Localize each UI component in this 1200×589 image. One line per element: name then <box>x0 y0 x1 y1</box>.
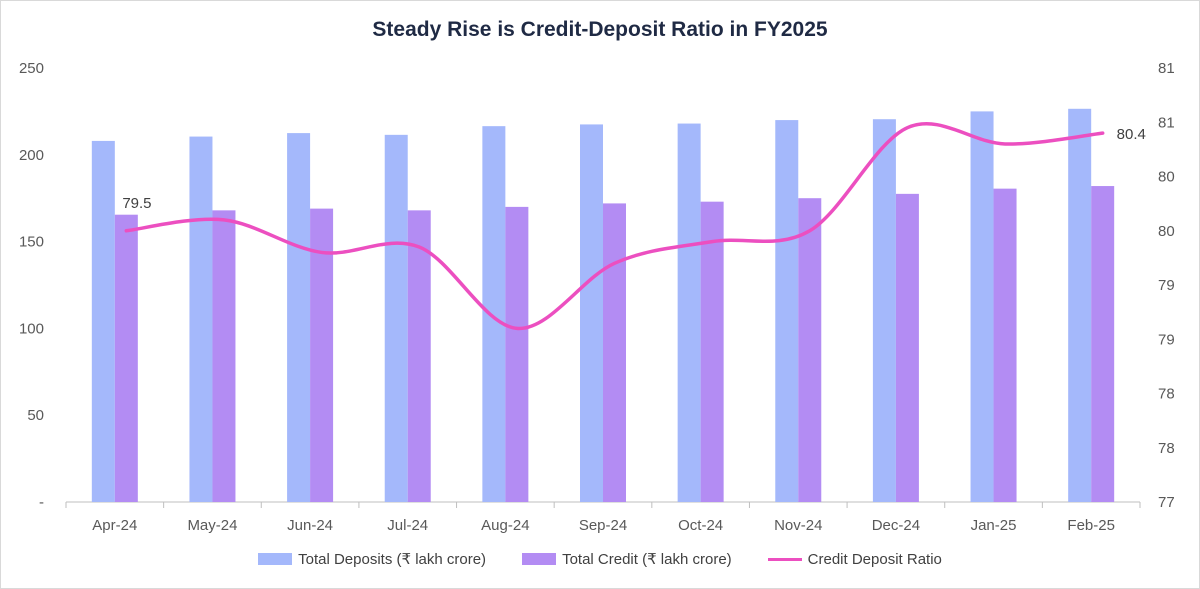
bar-total-credit <box>114 214 138 502</box>
y-left-tick-label: 200 <box>19 147 44 164</box>
y-left-tick-label: 100 <box>19 320 44 337</box>
bar-total-deposits <box>970 111 994 503</box>
y-right-tick-label: 80 <box>1158 223 1175 240</box>
legend-label-credit: Total Credit (₹ lakh crore) <box>562 551 732 568</box>
y-right-tick-label: 78 <box>1158 386 1175 403</box>
x-tick-label: Jul-24 <box>387 517 428 534</box>
bar-total-credit <box>407 210 431 503</box>
y-right-tick-label: 80 <box>1158 169 1175 186</box>
chart-title: Steady Rise is Credit-Deposit Ratio in F… <box>372 18 828 41</box>
y-right-tick-label: 79 <box>1158 277 1175 294</box>
x-tick-label: Dec-24 <box>872 517 920 534</box>
x-tick-label: Apr-24 <box>92 517 137 534</box>
bar-total-deposits <box>482 126 506 502</box>
x-tick-label: Sep-24 <box>579 517 627 534</box>
bar-total-credit <box>895 193 919 503</box>
legend-item-cd-ratio: Credit Deposit Ratio <box>767 550 942 568</box>
y-left-tick-label: 50 <box>27 407 44 424</box>
bar-total-deposits <box>775 120 799 502</box>
bar-total-credit <box>700 201 724 502</box>
legend-label-cd-ratio: Credit Deposit Ratio <box>807 550 942 568</box>
bar-total-credit <box>1091 186 1115 502</box>
y-right-tick-label: 77 <box>1158 494 1175 511</box>
x-tick-label: May-24 <box>187 517 237 534</box>
y-left-tick-label: - <box>39 494 44 511</box>
bar-total-credit <box>603 203 626 502</box>
y-right-tick-label: 81 <box>1158 114 1175 131</box>
x-tick-label: Jan-25 <box>971 517 1017 534</box>
bar-total-deposits <box>189 136 213 502</box>
bar-total-credit <box>798 198 822 502</box>
bar-total-deposits <box>872 119 896 502</box>
chart-legend: Total Deposits (₹ lakh crore) Total Cred… <box>0 550 1200 568</box>
bar-total-deposits <box>677 123 701 502</box>
legend-item-credit: Total Credit (₹ lakh crore) <box>522 550 732 568</box>
bar-total-deposits <box>91 140 115 503</box>
x-tick-label: Aug-24 <box>481 517 529 534</box>
legend-item-deposits: Total Deposits (₹ lakh crore) <box>258 550 486 568</box>
legend-swatch-credit <box>522 553 557 565</box>
legend-swatch-cd-ratio <box>767 557 802 561</box>
y-left-tick-label: 250 <box>19 60 44 77</box>
bar-total-credit <box>310 208 334 502</box>
bar-total-credit <box>212 210 236 503</box>
data-label-cd-ratio: 80.4 <box>1117 126 1146 143</box>
x-tick-label: Jun-24 <box>287 517 333 534</box>
legend-swatch-deposits <box>258 553 293 565</box>
bar-total-credit <box>505 206 529 502</box>
bar-total-deposits <box>287 133 311 502</box>
y-right-tick-label: 79 <box>1158 331 1175 348</box>
x-tick-label: Nov-24 <box>774 517 822 534</box>
y-right-tick-label: 81 <box>1158 60 1175 77</box>
bar-total-deposits <box>384 134 408 502</box>
x-tick-label: Feb-25 <box>1067 517 1115 534</box>
data-label-cd-ratio: 79.5 <box>122 195 151 212</box>
y-left-tick-label: 150 <box>19 234 44 251</box>
x-tick-label: Oct-24 <box>678 517 723 534</box>
y-right-tick-label: 78 <box>1158 440 1175 457</box>
legend-label-deposits: Total Deposits (₹ lakh crore) <box>298 551 487 568</box>
bar-total-deposits <box>1068 108 1092 503</box>
bar-total-credit <box>993 188 1017 503</box>
bar-total-deposits <box>580 124 603 503</box>
